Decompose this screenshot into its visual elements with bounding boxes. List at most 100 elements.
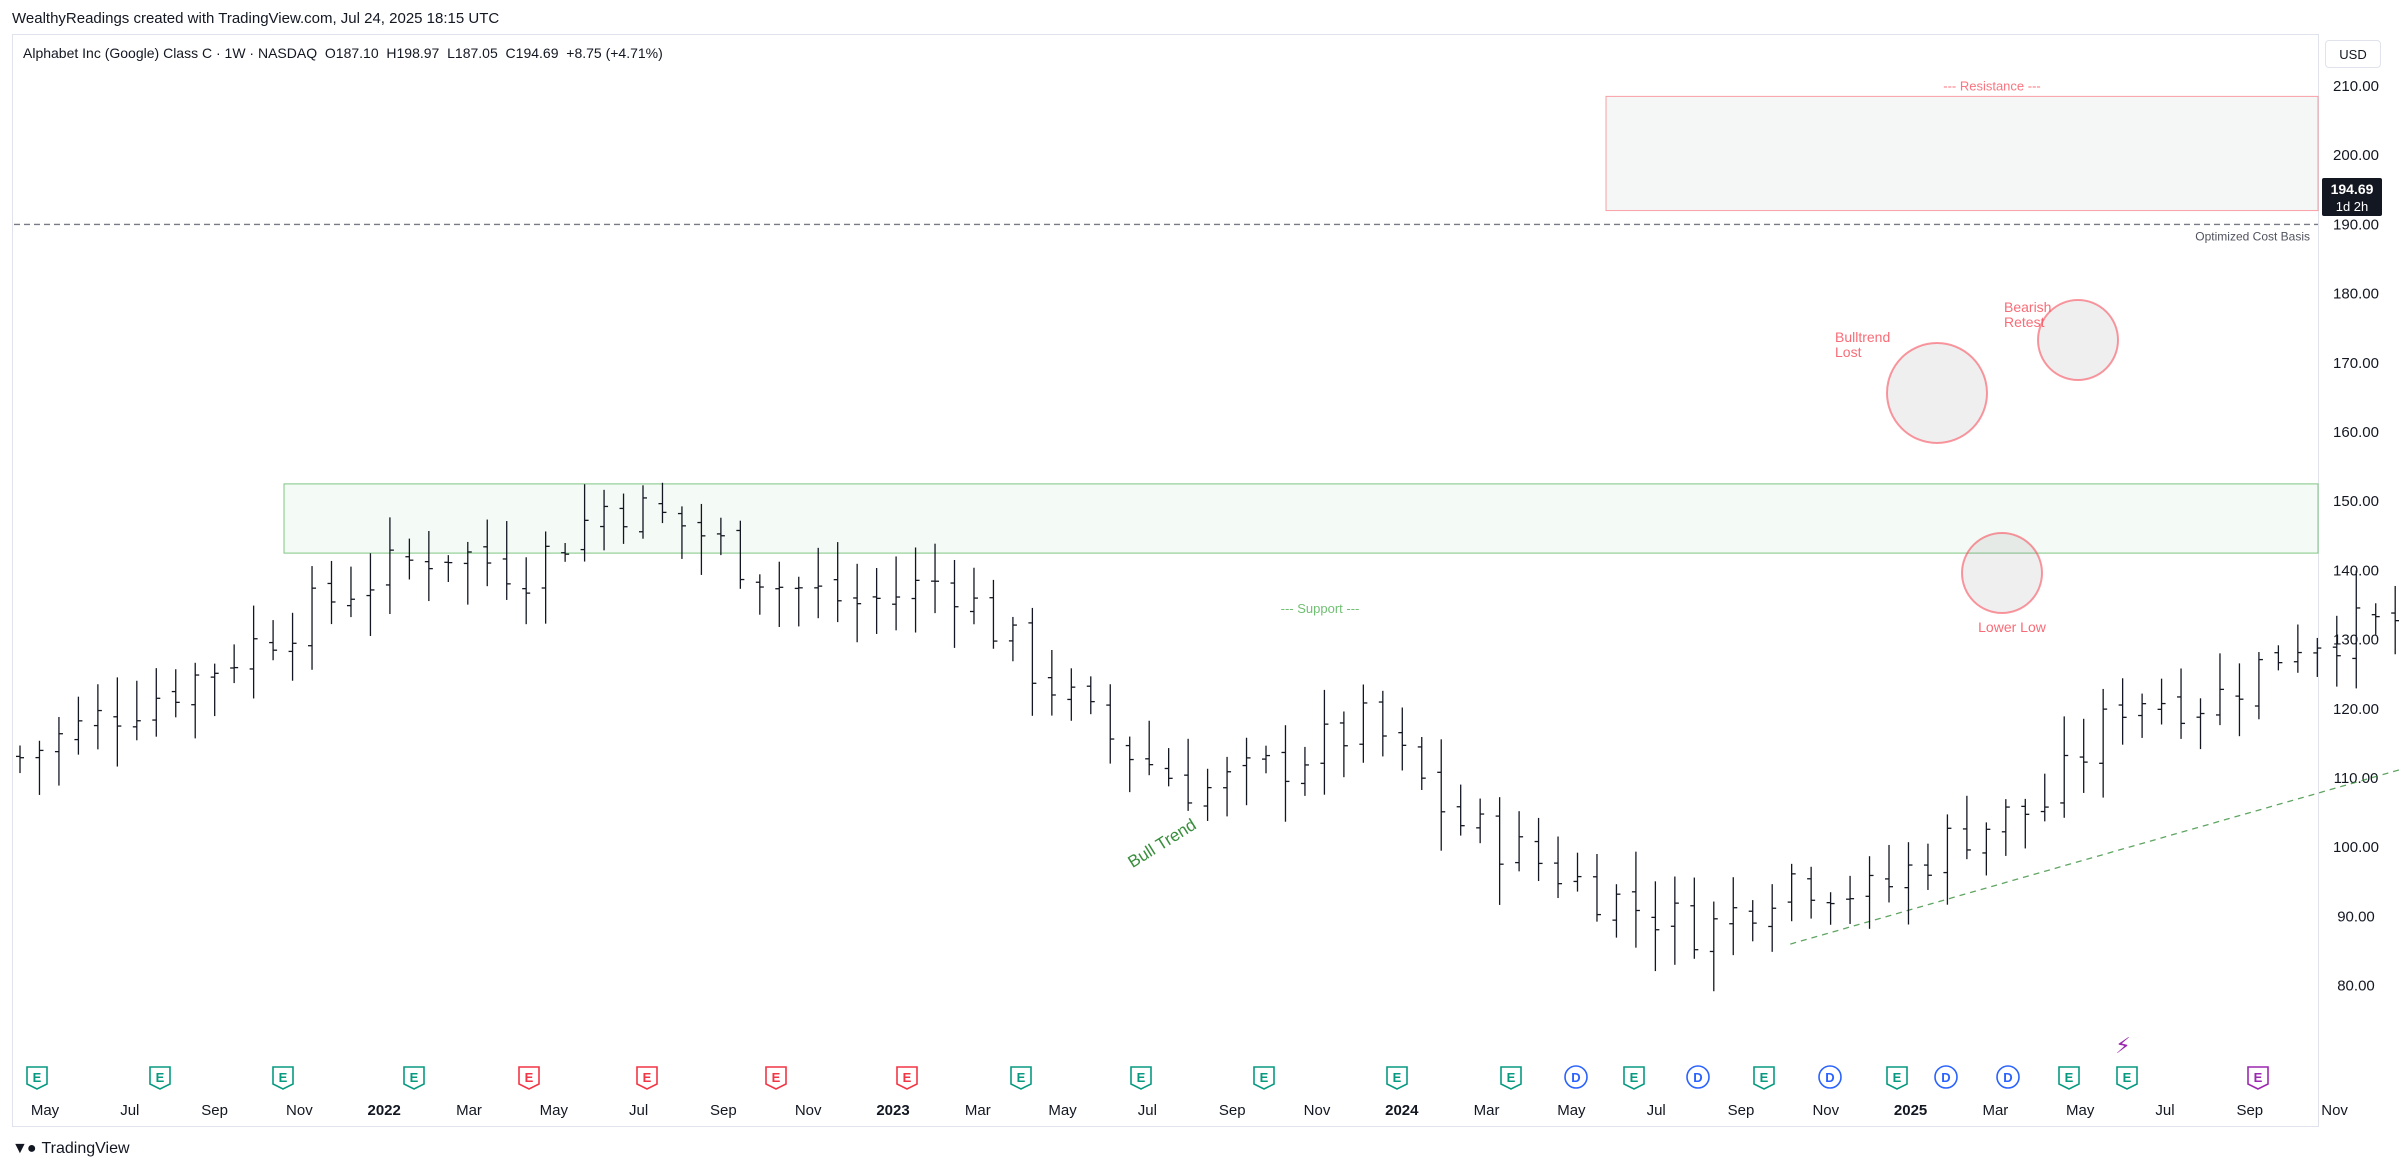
- last-price-value: 194.69: [2331, 181, 2374, 197]
- price-axis-label: 210.00: [2333, 78, 2379, 95]
- dividend-marker: [1996, 1065, 2020, 1089]
- time-axis-label: 2024: [1385, 1102, 1419, 1119]
- bull-trend-label: Bull Trend: [1125, 815, 1200, 872]
- price-axis-label: 190.00: [2333, 216, 2379, 233]
- time-axis-label: May: [1557, 1102, 1586, 1119]
- price-axis-label: 200.00: [2333, 147, 2379, 164]
- time-axis-label: Jul: [1647, 1102, 1666, 1119]
- earnings-marker: [1886, 1066, 1908, 1090]
- event-marker-label: E: [2123, 1070, 2132, 1085]
- event-marker-label: E: [1393, 1070, 1402, 1085]
- event-marker-label: E: [903, 1070, 912, 1085]
- time-axis-label: May: [1048, 1102, 1077, 1119]
- earnings-marker: [2247, 1066, 2269, 1090]
- earnings-marker: [1253, 1066, 1275, 1090]
- earnings-marker: [2058, 1066, 2080, 1090]
- earnings-marker: [765, 1066, 787, 1090]
- time-axis-label: May: [540, 1102, 569, 1119]
- time-axis-label: Sep: [1219, 1102, 1246, 1119]
- last-price-badge: [2322, 177, 2382, 216]
- earnings-marker: [1753, 1066, 1775, 1090]
- earnings-marker: [1500, 1066, 1522, 1090]
- event-marker-label: D: [1941, 1070, 1950, 1085]
- earnings-marker: [896, 1066, 918, 1090]
- event-marker-label: E: [1893, 1070, 1902, 1085]
- last-price-countdown: 1d 2h: [2336, 199, 2369, 214]
- earnings-marker: [1623, 1066, 1645, 1090]
- tradingview-brand: TradingView: [41, 1140, 130, 1157]
- event-marker-label: E: [2254, 1070, 2263, 1085]
- price-axis-label: 90.00: [2337, 908, 2375, 925]
- earnings-marker: [149, 1066, 171, 1090]
- resistance-zone: [1605, 95, 2319, 212]
- event-marker-label: E: [643, 1070, 652, 1085]
- annotation-label: Bearish: [2004, 299, 2051, 315]
- event-marker-label: E: [156, 1070, 165, 1085]
- currency-button[interactable]: USD: [2325, 40, 2381, 68]
- symbol-name[interactable]: Alphabet Inc (Google) Class C · 1W · NAS…: [23, 45, 318, 61]
- time-axis-label: Nov: [795, 1102, 822, 1119]
- time-axis-label: May: [31, 1102, 60, 1119]
- price-axis-label: 120.00: [2333, 701, 2379, 718]
- annotation-label: Lost: [1835, 344, 1862, 360]
- low-value: 187.05: [454, 45, 498, 61]
- close-value: 194.69: [515, 45, 559, 61]
- time-axis-label: Sep: [1728, 1102, 1755, 1119]
- annotation-label: Lower Low: [1978, 619, 2047, 635]
- earnings-marker: [26, 1066, 48, 1090]
- annotation-circle: [1961, 532, 2043, 614]
- event-marker-label: D: [1571, 1070, 1580, 1085]
- event-marker-label: E: [279, 1070, 288, 1085]
- annotation-label: Retest: [2004, 314, 2045, 330]
- dividend-marker: [1934, 1065, 1958, 1089]
- resistance-label: --- Resistance ---: [1943, 78, 2041, 93]
- upcoming-event-icon: ⚡: [2115, 1034, 2130, 1059]
- annotation-circle: [2037, 299, 2119, 381]
- price-axis-label: 80.00: [2337, 978, 2375, 995]
- event-marker-label: D: [2003, 1070, 2012, 1085]
- dividend-marker: [1686, 1065, 1710, 1089]
- time-axis-label: 2025: [1894, 1102, 1927, 1119]
- time-axis-label: Mar: [1474, 1102, 1500, 1119]
- time-axis-label: Nov: [1304, 1102, 1331, 1119]
- open-value: 187.10: [335, 45, 379, 61]
- time-axis-label: Mar: [965, 1102, 991, 1119]
- earnings-marker: [518, 1066, 540, 1090]
- time-axis-label: May: [2066, 1102, 2095, 1119]
- event-marker-label: D: [1693, 1070, 1702, 1085]
- event-marker-label: E: [525, 1070, 534, 1085]
- time-axis-label: Jul: [629, 1102, 648, 1119]
- time-axis-label: Jul: [120, 1102, 139, 1119]
- earnings-marker: [636, 1066, 658, 1090]
- time-axis-label: Jul: [2155, 1102, 2174, 1119]
- chart-attribution: WealthyReadings created with TradingView…: [12, 10, 500, 27]
- event-marker-label: E: [410, 1070, 419, 1085]
- annotation-circle: [1886, 342, 1988, 444]
- time-axis-label: Sep: [710, 1102, 737, 1119]
- tradingview-footer: ▼● TradingView: [12, 1140, 130, 1158]
- earnings-marker: [1010, 1066, 1032, 1090]
- event-marker-label: E: [1507, 1070, 1516, 1085]
- price-axis-label: 150.00: [2333, 493, 2379, 510]
- time-axis-label: Sep: [201, 1102, 228, 1119]
- time-axis-label: Mar: [1982, 1102, 2008, 1119]
- cost-basis-label: Optimized Cost Basis: [2195, 229, 2310, 243]
- time-axis-label: 2023: [876, 1102, 909, 1119]
- price-axis-label: 180.00: [2333, 286, 2379, 303]
- support-label: --- Support ---: [1281, 601, 1360, 616]
- dividend-marker: [1564, 1065, 1588, 1089]
- price-axis-label: 160.00: [2333, 424, 2379, 441]
- time-axis-label: Sep: [2236, 1102, 2263, 1119]
- chart-frame: [12, 34, 2319, 1127]
- event-marker-label: E: [1137, 1070, 1146, 1085]
- time-axis-label: 2022: [368, 1102, 401, 1119]
- event-marker-label: E: [1260, 1070, 1269, 1085]
- price-axis-label: 110.00: [2334, 770, 2379, 787]
- time-axis-label: Nov: [286, 1102, 313, 1119]
- time-axis-label: Nov: [2321, 1102, 2348, 1119]
- earnings-marker: [403, 1066, 425, 1090]
- time-axis-label: Jul: [1138, 1102, 1157, 1119]
- dividend-marker: [1818, 1065, 1842, 1089]
- earnings-marker: [1130, 1066, 1152, 1090]
